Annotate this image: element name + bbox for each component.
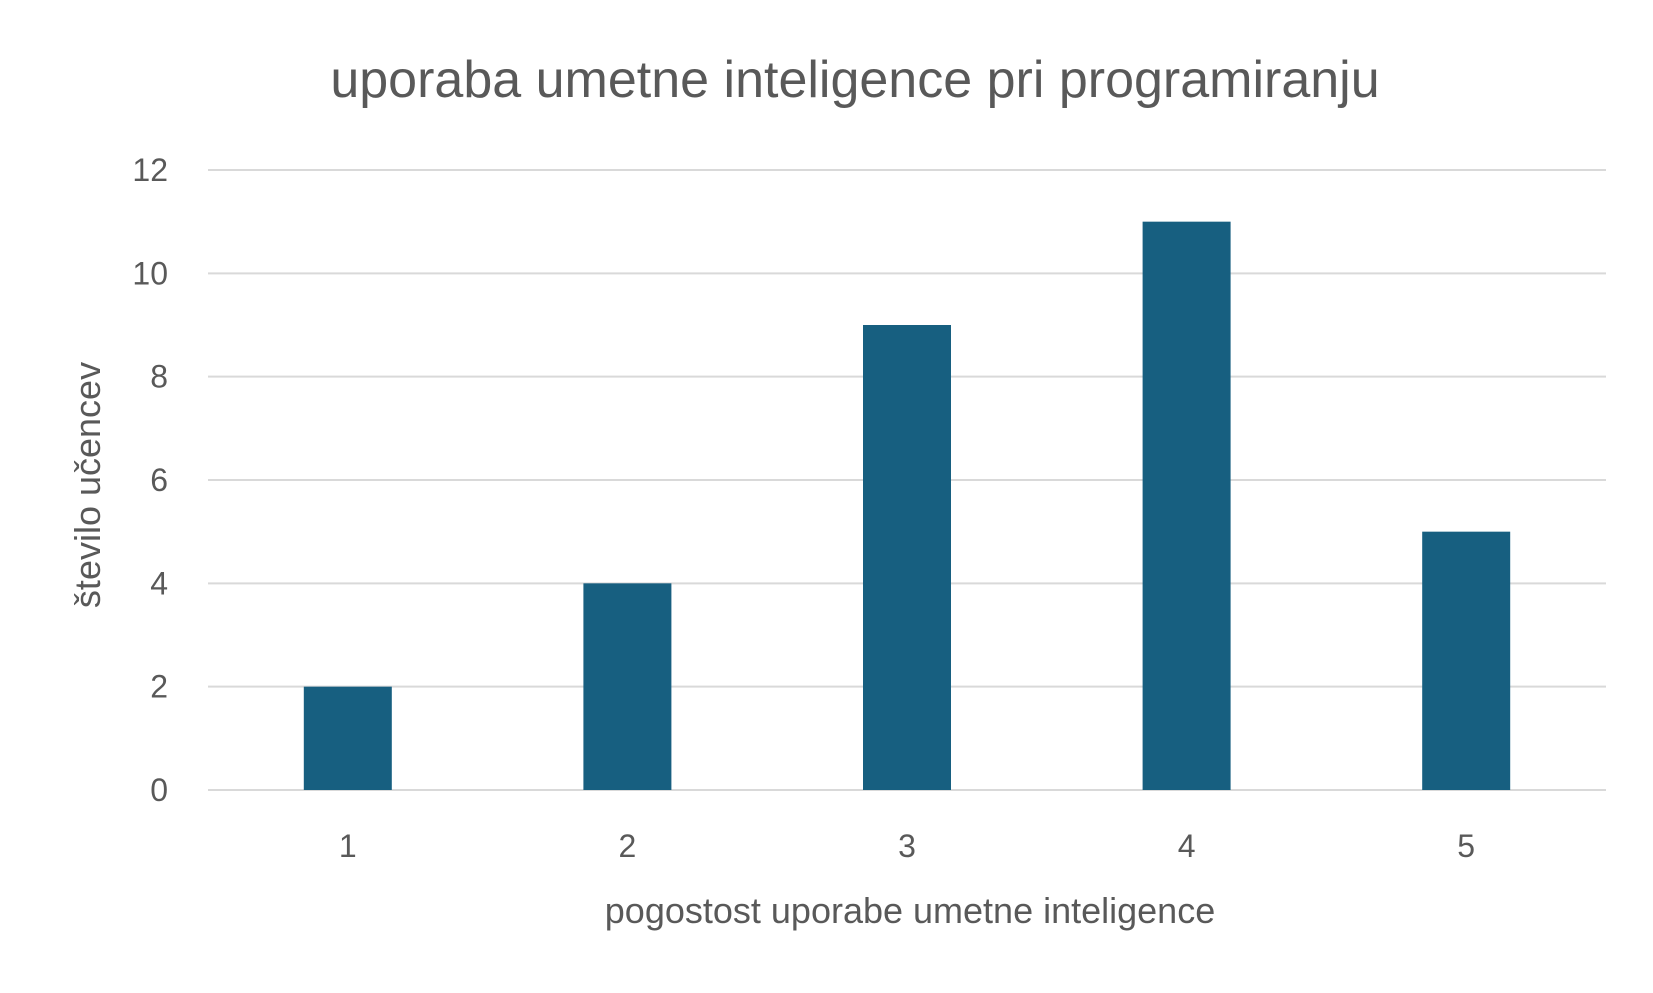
bar-1: [303, 686, 392, 790]
bar-3: [863, 325, 951, 790]
y-tick-label: 8: [150, 359, 168, 395]
y-tick-label: 2: [150, 669, 168, 705]
y-tick-label: 4: [150, 565, 168, 601]
bar-5: [1422, 531, 1511, 790]
y-tick-label: 6: [150, 462, 168, 498]
y-tick-label: 12: [132, 152, 168, 188]
x-tick-label: 5: [1457, 828, 1475, 864]
y-tick-label: 10: [132, 255, 168, 291]
x-tick-label: 1: [339, 828, 357, 864]
chart-title: uporaba umetne inteligence pri programir…: [330, 51, 1379, 109]
bars: [303, 221, 1511, 790]
y-tick-label: 0: [150, 772, 168, 808]
x-tick-label: 2: [619, 828, 637, 864]
x-tick-label: 3: [898, 828, 916, 864]
y-axis-title: število učencev: [67, 362, 108, 608]
x-axis-ticks: 1 2 3 4 5: [339, 828, 1475, 864]
x-axis-title: pogostost uporabe umetne inteligence: [605, 890, 1215, 931]
y-axis-ticks: 0 2 4 6 8 10 12: [132, 152, 168, 808]
bar-2: [583, 583, 672, 790]
bar-4: [1142, 221, 1231, 790]
x-tick-label: 4: [1178, 828, 1196, 864]
